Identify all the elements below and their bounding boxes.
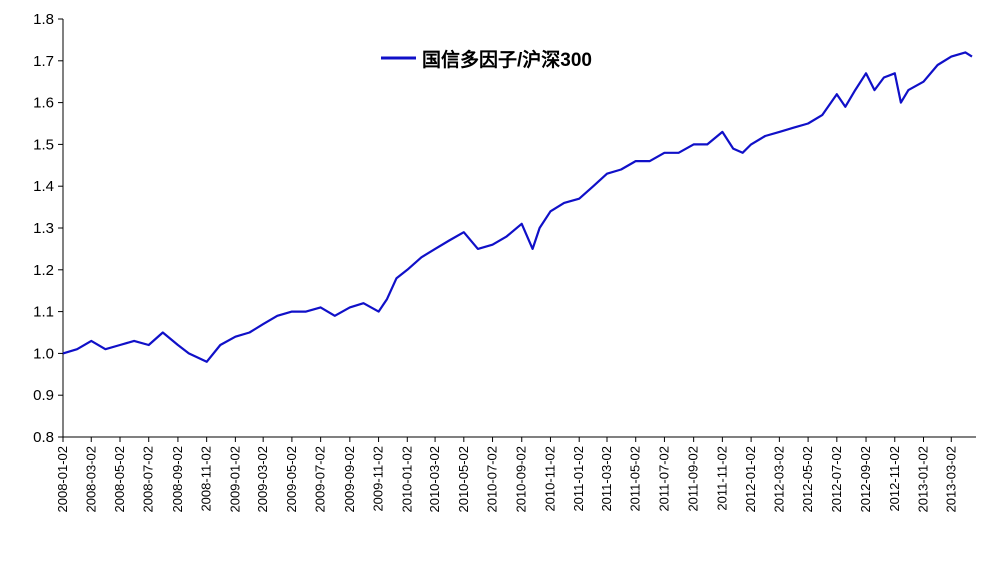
x-tick-label: 2008-01-02 xyxy=(55,446,70,513)
x-tick-label: 2010-07-02 xyxy=(485,446,500,512)
axes xyxy=(62,19,976,438)
y-tick-label: 1.7 xyxy=(33,53,54,70)
x-tick-label: 2008-05-02 xyxy=(112,446,127,513)
x-tick-label: 2010-01-02 xyxy=(399,446,414,513)
y-axis-ticks: 0.8 0.9 1.0 1.1 1.2 1.3 1.4 1.5 1.6 1.7 1.8 xyxy=(33,11,63,446)
y-tick-label: 1.4 xyxy=(33,178,54,195)
x-tick-label: 2013-03-02 xyxy=(943,446,958,513)
x-tick-label: 2008-11-02 xyxy=(199,446,214,512)
x-tick-label: 2009-03-02 xyxy=(255,446,270,513)
x-tick-label: 2009-07-02 xyxy=(313,446,328,513)
series-line xyxy=(62,51,973,363)
legend-series-label: 国信多因子/沪深300 xyxy=(422,48,592,71)
x-tick-label: 2010-11-02 xyxy=(542,446,557,512)
x-tick-label: 2012-01-02 xyxy=(743,446,758,513)
x-tick-label: 2009-09-02 xyxy=(342,446,357,513)
x-tick-label: 2012-09-02 xyxy=(858,446,873,513)
legend: 国信多因子/沪深300 xyxy=(381,48,592,71)
x-tick-label: 2011-07-02 xyxy=(656,446,671,512)
x-tick-label: 2011-01-02 xyxy=(571,446,586,512)
y-tick-label: 1.6 xyxy=(33,95,54,112)
x-tick-label: 2013-01-02 xyxy=(915,446,930,513)
x-axis-ticks: 2008-01-02 2008-03-02 2008-05-02 2008-07-02… xyxy=(55,437,958,513)
y-tick-label: 0.9 xyxy=(33,387,54,404)
x-tick-label: 2008-09-02 xyxy=(170,446,185,513)
y-tick-label: 1.8 xyxy=(33,11,54,28)
x-tick-label: 2012-05-02 xyxy=(800,446,815,513)
x-tick-label: 2009-11-02 xyxy=(371,446,386,512)
x-tick-label: 2010-05-02 xyxy=(456,446,471,513)
y-tick-label: 1.3 xyxy=(33,220,54,237)
x-tick-label: 2011-03-02 xyxy=(599,446,614,512)
y-tick-label: 1.5 xyxy=(33,136,54,153)
y-tick-label: 1.0 xyxy=(33,345,54,362)
x-tick-label: 2008-03-02 xyxy=(83,446,98,513)
x-tick-label: 2011-09-02 xyxy=(686,446,701,512)
x-tick-label: 2009-05-02 xyxy=(284,446,299,513)
x-tick-label: 2010-03-02 xyxy=(427,446,442,513)
x-tick-label: 2012-03-02 xyxy=(771,446,786,513)
x-tick-label: 2011-05-02 xyxy=(628,446,643,512)
y-tick-label: 1.2 xyxy=(33,262,54,279)
x-tick-label: 2012-07-02 xyxy=(829,446,844,513)
x-tick-label: 2009-01-02 xyxy=(227,446,242,513)
y-tick-label: 0.8 xyxy=(33,429,54,446)
y-tick-label: 1.1 xyxy=(33,304,54,321)
series-group xyxy=(62,51,973,363)
x-tick-label: 2008-07-02 xyxy=(141,446,156,513)
x-tick-label: 2012-11-02 xyxy=(887,446,902,512)
x-tick-label: 2011-11-02 xyxy=(714,446,729,511)
x-tick-label: 2010-09-02 xyxy=(514,446,529,513)
